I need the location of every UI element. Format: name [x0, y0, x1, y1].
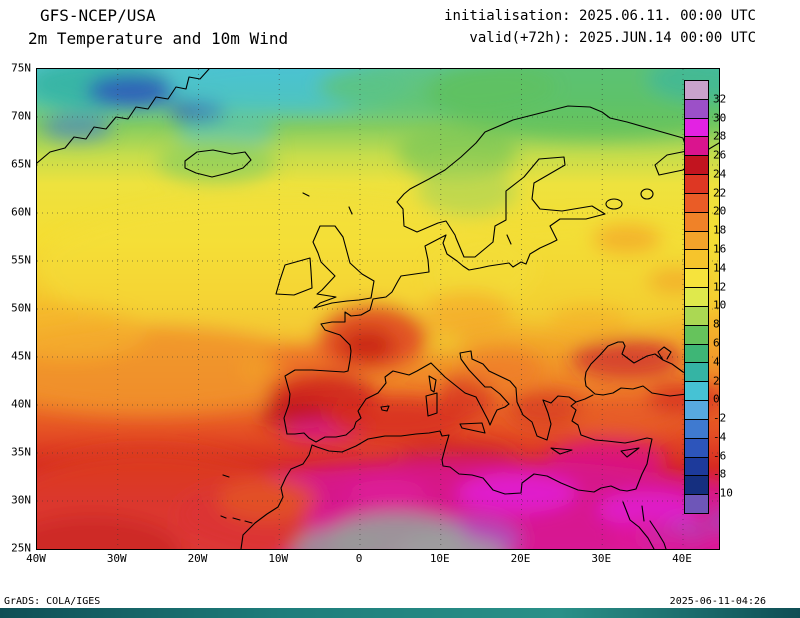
colorbar-segment — [685, 418, 708, 438]
colorbar-labels: 32 30 28 26 24 22 20 18 16 14 12 10 8 6 4 2 0 -2 -4 -6 -8 -10 — [713, 80, 747, 512]
colorbar-tick-label: 32 — [713, 92, 727, 106]
colorbar-tick-label: -8 — [713, 467, 727, 481]
lon-tick-label: 0 — [355, 552, 363, 565]
map-canvas — [36, 68, 720, 550]
colorbar-tick-label: 8 — [713, 317, 720, 331]
lake-ladoga — [605, 198, 623, 210]
colorbar-tick-label: 2 — [713, 374, 720, 388]
colorbar-segment — [685, 136, 708, 156]
lat-tick-label: 75N — [11, 61, 31, 75]
colorbar-segment — [685, 268, 708, 288]
colorbar-tick-label: 10 — [713, 298, 727, 312]
colorbar — [684, 80, 709, 514]
colorbar-tick-label: 14 — [713, 261, 727, 275]
colorbar-tick-label: -6 — [713, 449, 727, 463]
colorbar-segment — [685, 81, 708, 99]
lat-tick-label: 30N — [11, 493, 31, 507]
lat-tick-label: 50N — [11, 301, 31, 315]
colorbar-segment — [685, 456, 708, 476]
coastlines — [37, 69, 719, 549]
colorbar-tick-label: 28 — [713, 129, 727, 143]
colorbar-segment — [685, 98, 708, 118]
colorbar-tick-label: 22 — [713, 186, 727, 200]
colorbar-tick-label: 24 — [713, 167, 727, 181]
colorbar-segment — [685, 381, 708, 401]
footer-bar — [0, 608, 800, 618]
lat-tick-label: 40N — [11, 397, 31, 411]
colorbar-tick-label: 18 — [713, 223, 727, 237]
colorbar-tick-label: -10 — [713, 486, 733, 500]
colorbar-segment — [685, 174, 708, 193]
colorbar-segment — [685, 324, 708, 344]
colorbar-segment — [685, 287, 708, 306]
colorbar-segment — [685, 494, 708, 514]
lat-tick-label: 55N — [11, 253, 31, 267]
lon-tick-label: 40E — [672, 552, 692, 565]
colorbar-tick-label: 20 — [713, 204, 727, 218]
coast-iceland — [184, 149, 252, 178]
creation-timestamp: 2025-06-11-04:26 — [669, 596, 766, 607]
model-title: GFS-NCEP/USA — [40, 6, 156, 25]
lat-tick-label: 60N — [11, 205, 31, 219]
colorbar-tick-label: 0 — [713, 392, 720, 406]
colorbar-segment — [685, 362, 708, 382]
lake-onega — [640, 188, 654, 200]
colorbar-segment — [685, 400, 708, 419]
coast-red-sea — [622, 501, 667, 549]
colorbar-segment — [685, 211, 708, 231]
product-title: 2m Temperature and 10m Wind — [28, 29, 289, 48]
colorbar-segment — [685, 343, 708, 363]
grads-credit: GrADS: COLA/IGES — [4, 596, 101, 607]
lon-tick-label: 40W — [26, 552, 46, 565]
lat-tick-label: 35N — [11, 445, 31, 459]
colorbar-tick-label: 4 — [713, 355, 720, 369]
lat-tick-label: 45N — [11, 349, 31, 363]
colorbar-segment — [685, 475, 708, 495]
colorbar-tick-label: 30 — [713, 111, 727, 125]
colorbar-segment — [685, 117, 708, 137]
coast-great-britain — [312, 225, 375, 309]
colorbar-segment — [685, 437, 708, 457]
lat-axis: 75N 70N 65N 60N 55N 50N 45N 40N 35N 30N 25N — [0, 62, 33, 555]
colorbar-segment — [685, 249, 708, 269]
coast-islands — [220, 192, 640, 524]
lon-tick-label: 10E — [429, 552, 450, 565]
lon-tick-label: 10W — [268, 552, 289, 565]
colorbar-segment — [685, 192, 708, 212]
colorbar-tick-label: 16 — [713, 242, 727, 256]
colorbar-tick-label: -2 — [713, 411, 727, 425]
lat-tick-label: 65N — [11, 157, 31, 171]
init-time-label: initialisation: 2025.06.11. 00:00 UTC — [444, 8, 756, 24]
lat-tick-label: 70N — [11, 109, 31, 123]
coast-ireland — [275, 257, 313, 296]
colorbar-segment — [685, 305, 708, 325]
temperature-field-svg — [37, 69, 719, 549]
lon-tick-label: 20W — [187, 552, 208, 565]
colorbar-tick-label: 26 — [713, 148, 727, 162]
colorbar-tick-label: 12 — [713, 280, 727, 294]
lon-tick-label: 20E — [510, 552, 531, 565]
grid-lines — [37, 69, 719, 549]
lon-tick-label: 30W — [106, 552, 127, 565]
lon-tick-label: 30E — [591, 552, 612, 565]
colorbar-segment — [685, 230, 708, 250]
colorbar-tick-label: 6 — [713, 336, 720, 350]
coast-eurasia-africa — [240, 105, 719, 549]
lat-tick-label: 25N — [11, 541, 31, 555]
lon-axis: 40W 30W 20W 10W 0 10E 20E 30E 40E — [26, 552, 720, 566]
coast-black-sea — [575, 341, 698, 403]
valid-time-label: valid(+72h): 2025.JUN.14 00:00 UTC — [469, 30, 756, 46]
colorbar-segment — [685, 155, 708, 175]
coast-greenland — [37, 69, 210, 164]
colorbar-tick-label: -4 — [713, 430, 727, 444]
